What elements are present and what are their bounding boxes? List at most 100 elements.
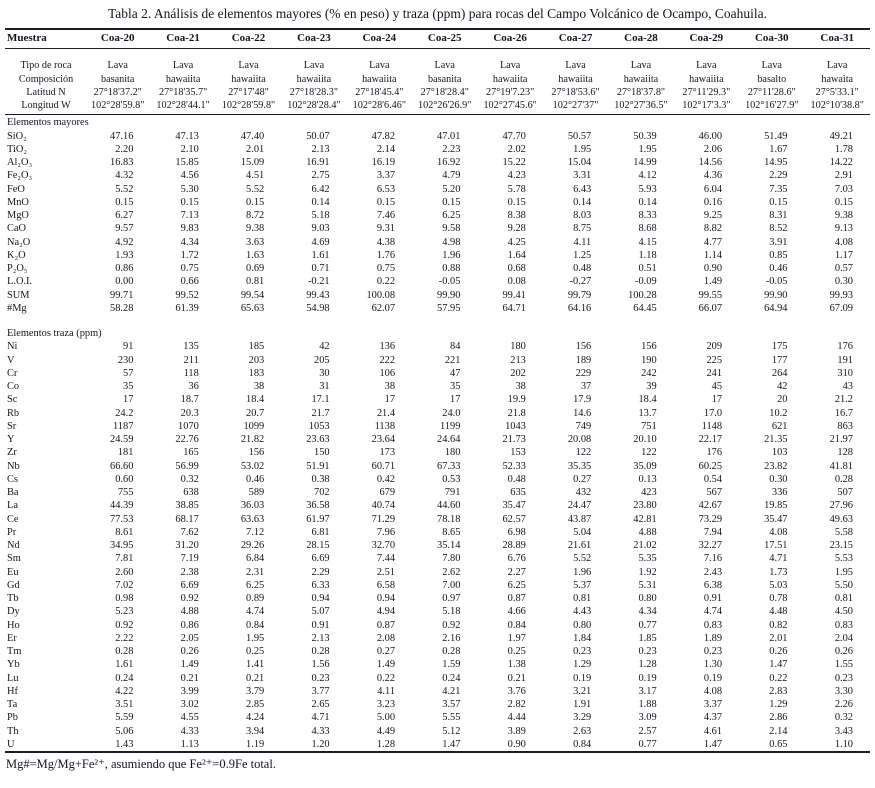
value-cell: 7.12 [246, 526, 265, 538]
value-cell: 9.58 [442, 223, 461, 235]
value-cell: 5.12 [442, 725, 461, 737]
element-row-label: U [7, 738, 15, 750]
value-cell: 8.52 [769, 223, 788, 235]
value-cell: 0.27 [573, 473, 592, 485]
table-row: Rb 24.2 20.3 20.7 21.7 21.4 24.0 21.8 14.6 13.7 17… [5, 407, 870, 420]
value-cell: 23.15 [829, 540, 853, 551]
element-row-label: CaO [7, 223, 27, 235]
table-row: Sm 7.81 7.19 6.84 6.69 7.44 7.80 6.76 5.52 5.35 7.… [5, 552, 870, 565]
element-row-label: Sr [7, 420, 17, 432]
value-cell: 4.08 [834, 236, 853, 248]
info-cell: 27°18'28.3" [289, 86, 339, 98]
value-cell: 14.6 [573, 407, 592, 419]
value-cell: 21.8 [507, 407, 526, 419]
value-cell: 47.16 [110, 130, 134, 142]
value-cell: 14.95 [764, 157, 788, 168]
value-cell: 1.95 [834, 566, 853, 578]
element-row-label: Ta [7, 699, 18, 710]
value-cell: 0.19 [638, 672, 657, 684]
info-cell: Lava [369, 60, 390, 72]
info-cell: 27°18'37.2" [93, 86, 142, 98]
value-cell: 0.75 [376, 263, 396, 274]
value-cell: 9.83 [180, 223, 199, 235]
value-cell: 310 [837, 367, 853, 379]
value-cell: 47.82 [371, 130, 396, 142]
value-cell: 9.31 [376, 223, 396, 235]
value-cell: 241 [706, 367, 723, 379]
value-cell: 264 [771, 367, 788, 379]
value-cell: 42 [777, 381, 788, 392]
value-cell: 7.80 [442, 553, 461, 565]
value-cell: 99.52 [175, 289, 199, 301]
value-cell: 0.22 [376, 672, 396, 684]
value-cell: 190 [641, 354, 657, 366]
value-cell: 0.92 [180, 593, 199, 604]
value-cell: 0.28 [834, 473, 853, 485]
value-cell: 0.15 [769, 196, 788, 208]
value-cell: 6.04 [703, 183, 723, 195]
info-cell: 102°28'59.8" [85, 99, 151, 116]
value-cell: 1187 [113, 420, 134, 432]
element-row-label: K₂O [7, 249, 26, 261]
info-cell: 27°18'28.4" [420, 86, 469, 98]
value-cell: 6.25 [442, 210, 461, 221]
table-row: Nb 66.60 56.99 53.02 51.91 60.71 67.33 52.33 35.… [5, 460, 870, 473]
table-row: La 44.39 38.85 36.03 36.58 40.74 44.60 35.47 24.… [5, 499, 870, 512]
value-cell: 1.18 [638, 249, 657, 261]
value-cell: 21.02 [633, 540, 657, 551]
value-cell: 0.82 [769, 619, 788, 631]
info-row: Composición basanita hawaiita hawaiita hawai… [5, 73, 870, 86]
value-cell: 180 [444, 447, 461, 459]
value-cell: 0.13 [638, 473, 657, 485]
value-cell: 6.76 [507, 553, 526, 565]
value-cell: 4.50 [834, 606, 853, 618]
value-cell: 4.36 [703, 170, 723, 182]
element-row-label: Tm [7, 646, 22, 657]
value-cell: 56.99 [175, 460, 199, 472]
value-cell: 1199 [440, 420, 461, 432]
info-cell: 102°27'45.6" [477, 99, 543, 116]
info-row-label: Latitud N [26, 86, 66, 98]
value-cell: 0.25 [507, 646, 526, 657]
value-cell: 64.71 [502, 302, 526, 314]
section-label: Elementos traza (ppm) [7, 328, 102, 339]
value-cell: 24.0 [442, 407, 461, 419]
element-row-label: Ni [7, 341, 18, 353]
table-row: Er 2.22 2.05 1.95 2.13 2.08 2.16 1.97 1.84 1.85 1.… [5, 632, 870, 645]
element-row-label: Sm [7, 553, 21, 565]
value-cell: 106 [379, 367, 396, 379]
info-cell: 27°5'33.1" [815, 86, 859, 98]
value-cell: 15.09 [240, 157, 265, 168]
value-cell: 1.61 [311, 249, 330, 261]
table-row: #Mg 58.28 61.39 65.63 54.98 62.07 57.95 64.71 64… [5, 302, 870, 315]
value-cell: 791 [444, 487, 461, 498]
info-cell: 27°11'29.3" [682, 86, 731, 98]
value-cell: 7.62 [180, 526, 199, 538]
value-cell: 57.95 [437, 302, 461, 314]
section-gap [5, 315, 870, 326]
value-cell: 3.63 [246, 236, 265, 248]
table-row: Cs 0.60 0.32 0.46 0.38 0.42 0.53 0.48 0.27 0.13 0.… [5, 473, 870, 486]
value-cell: 32.27 [698, 540, 723, 551]
value-cell: 1.61 [115, 659, 134, 671]
element-row-label: Er [7, 632, 17, 644]
value-cell: 4.98 [442, 236, 461, 248]
value-cell: 64.16 [567, 302, 592, 314]
value-cell: 0.19 [573, 672, 592, 684]
value-cell: 47.01 [437, 130, 461, 142]
info-cell: basanita [101, 73, 135, 85]
value-cell: 1.89 [703, 632, 723, 644]
value-cell: 52.33 [502, 460, 526, 472]
value-cell: 4.56 [180, 170, 199, 182]
value-cell: 99.71 [110, 289, 134, 301]
value-cell: 5.52 [246, 183, 265, 195]
value-cell: 8.33 [638, 210, 657, 221]
value-cell: 9.03 [311, 223, 330, 235]
value-cell: 2.91 [834, 170, 853, 182]
value-cell: 0.91 [703, 593, 723, 604]
value-cell: 0.91 [311, 619, 330, 631]
value-cell: 67.33 [437, 460, 461, 472]
value-cell: 6.38 [703, 579, 723, 591]
value-cell: 1.73 [769, 566, 788, 578]
info-cell: 27°11'28.6" [747, 86, 796, 98]
